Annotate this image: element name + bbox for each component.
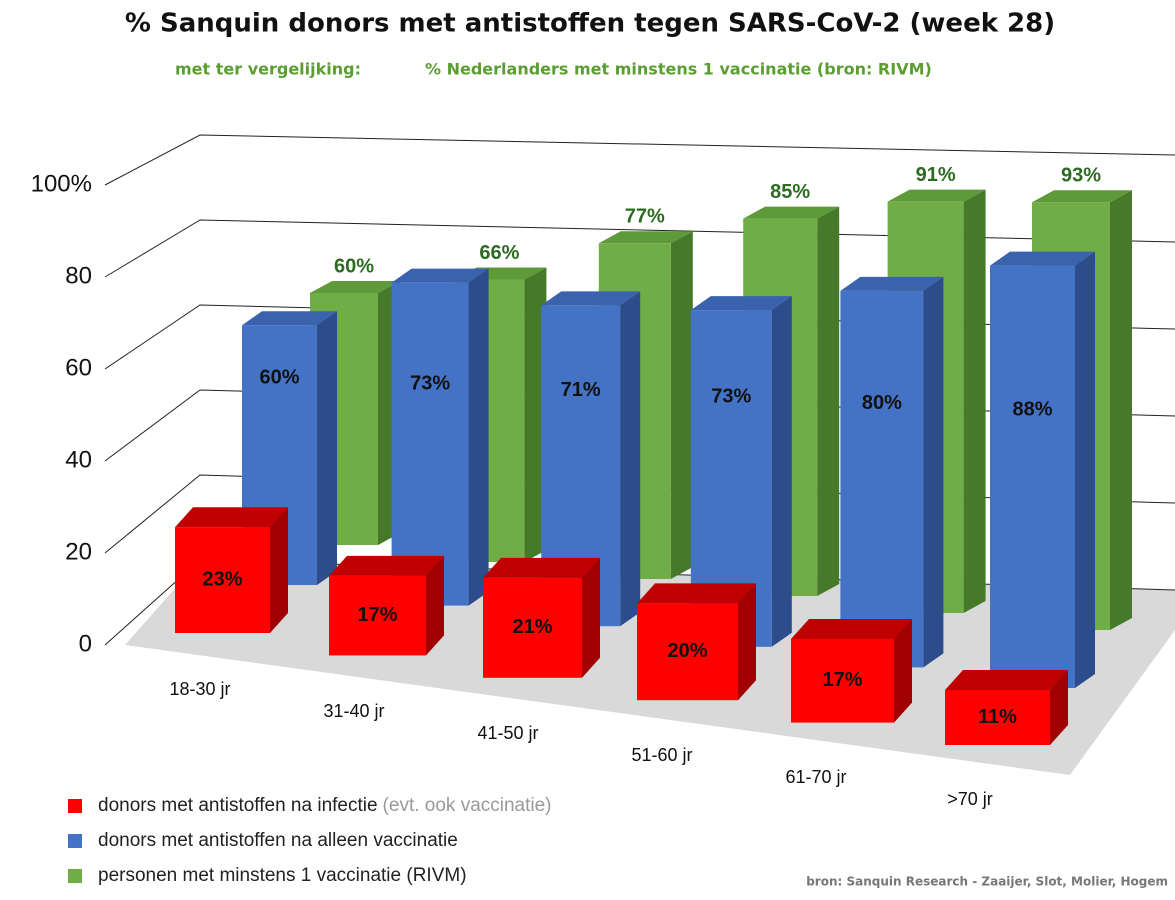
bar-top: [329, 555, 444, 576]
bar: [990, 265, 1075, 688]
source: bron: Sanquin Research - Zaaijer, Slot, …: [806, 875, 1168, 889]
bar-top: [637, 583, 756, 604]
y-tick-label: 0: [79, 630, 92, 657]
value-label: 20%: [667, 640, 707, 662]
value-label: 21%: [512, 616, 552, 638]
bar: [637, 603, 738, 701]
x-tick-label: 61-70 jr: [785, 767, 846, 787]
value-label: 60%: [334, 255, 374, 277]
bar-side: [963, 189, 986, 613]
bar-side: [1050, 670, 1068, 745]
value-label: 73%: [410, 373, 450, 395]
y-tick-label: 60: [65, 354, 92, 381]
bar-side: [1075, 251, 1095, 688]
legend-name: donors met antistoffen na infectie: [98, 795, 378, 816]
chart-title: % Sanquin donors met antistoffen tegen S…: [125, 9, 1055, 39]
bar-side: [317, 311, 337, 585]
bar-side: [620, 291, 641, 627]
legend-note: (evt. ook vaccinatie): [383, 795, 552, 816]
bar: [483, 577, 582, 678]
x-tick-label: 31-40 jr: [323, 701, 384, 721]
bar-top: [598, 231, 693, 244]
value-label: 71%: [561, 379, 601, 401]
y-tick-label: 80: [65, 262, 92, 289]
bar-side: [426, 555, 444, 656]
legend-label: donors met antistoffen na alleen vaccina…: [98, 830, 458, 851]
value-label: 11%: [978, 706, 1017, 728]
bar-top: [391, 268, 489, 283]
value-label: 85%: [770, 181, 810, 203]
bar-side: [524, 267, 547, 562]
bar-side: [894, 618, 912, 723]
bar-side: [1110, 190, 1132, 630]
bar: [840, 290, 924, 668]
bar-side: [270, 507, 288, 633]
value-label: 93%: [1061, 164, 1101, 186]
legend-label: personen met minstens 1 vaccinatie (RIVM…: [98, 865, 467, 886]
x-tick-label: 51-60 jr: [631, 745, 692, 765]
bar-side: [771, 296, 792, 647]
legend-swatch: [68, 869, 82, 883]
value-label: 77%: [625, 206, 665, 228]
value-label: 23%: [202, 568, 242, 590]
bar: [391, 282, 469, 606]
grid-line: [104, 219, 1175, 278]
y-tick-label: 100%: [31, 170, 92, 197]
subtitle: % Nederlanders met minstens 1 vaccinatie…: [425, 60, 932, 79]
bar-top: [690, 296, 792, 311]
x-tick-label: 41-50 jr: [477, 723, 538, 743]
bar-top: [483, 557, 600, 578]
grid-line: [104, 134, 1175, 186]
bar-top: [242, 311, 337, 326]
legend-name: donors met antistoffen na alleen vaccina…: [98, 830, 458, 851]
bar-top: [175, 507, 288, 528]
bar-side: [817, 206, 840, 596]
legend-name: personen met minstens 1 vaccinatie (RIVM…: [98, 865, 467, 886]
bar: [945, 690, 1050, 745]
bar-top: [990, 251, 1095, 266]
bar-top: [1032, 190, 1132, 203]
bar-side: [670, 231, 693, 579]
subtitle-lead: met ter vergelijking:: [175, 60, 361, 79]
bar: [791, 638, 894, 723]
bar-top: [887, 189, 986, 202]
value-label: 60%: [259, 366, 299, 388]
legend-label: donors met antistoffen na infectie (evt. …: [98, 795, 552, 816]
bar-top: [541, 291, 641, 306]
bar-top: [945, 670, 1068, 690]
x-tick-label: 18-30 jr: [169, 679, 230, 699]
bar-top: [310, 281, 400, 293]
value-label: 80%: [862, 392, 902, 414]
value-label: 17%: [822, 669, 862, 691]
legend-swatch: [68, 799, 82, 813]
bar-side: [468, 268, 489, 606]
bar-side: [582, 557, 600, 678]
value-label: 66%: [479, 242, 519, 264]
legend-swatch: [68, 834, 82, 848]
bar-top: [840, 276, 944, 291]
bar: [175, 527, 270, 633]
value-label: 17%: [357, 604, 397, 626]
bar-side: [738, 583, 756, 701]
bar-top: [743, 206, 840, 219]
value-label: 91%: [916, 164, 956, 186]
y-tick-label: 40: [65, 446, 92, 473]
x-tick-label: >70 jr: [947, 789, 993, 809]
y-tick-label: 20: [65, 538, 92, 565]
bar-top: [791, 618, 912, 639]
value-label: 88%: [1012, 398, 1052, 420]
bar: [329, 575, 426, 656]
bar-side: [923, 276, 944, 668]
value-label: 73%: [711, 385, 751, 407]
